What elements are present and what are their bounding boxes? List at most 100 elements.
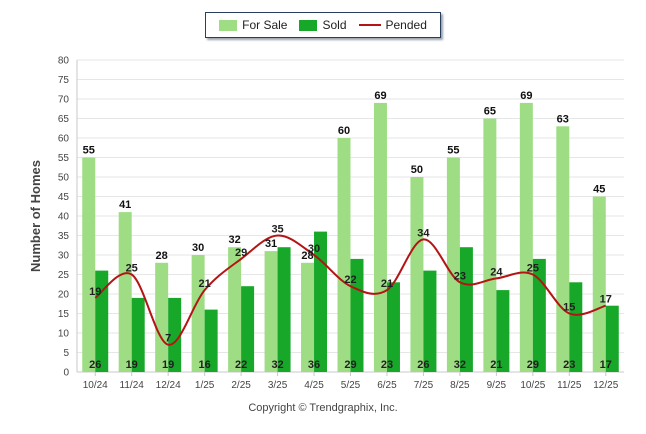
bar-sold: [423, 270, 437, 372]
sold-value-label: 32: [271, 359, 283, 371]
y-tick-label: 75: [58, 75, 70, 86]
y-tick-label: 35: [58, 231, 70, 242]
x-tick-label: 7/25: [414, 380, 434, 391]
y-tick-label: 50: [58, 173, 70, 184]
x-tick-label: 2/25: [231, 380, 251, 391]
chart-legend: For Sale Sold Pended: [205, 12, 441, 38]
for-sale-value-label: 50: [411, 164, 423, 176]
bar-sold: [569, 282, 583, 372]
legend-item-pended[interactable]: Pended: [358, 18, 427, 32]
bar-for-sale: [519, 102, 533, 373]
sold-swatch: [299, 19, 318, 31]
for-sale-value-label: 60: [338, 125, 350, 137]
x-tick-label: 12/24: [156, 380, 181, 391]
y-tick-label: 20: [58, 290, 70, 301]
y-tick-label: 0: [63, 368, 69, 379]
bar-sold: [277, 247, 291, 372]
for-sale-value-label: 45: [593, 184, 605, 196]
y-tick-label: 40: [58, 212, 70, 223]
sold-value-label: 16: [199, 359, 211, 371]
y-tick-label: 45: [58, 192, 70, 203]
bar-sold: [314, 231, 328, 372]
bar-for-sale: [191, 255, 205, 372]
pended-value-label: 35: [271, 224, 283, 236]
legend-item-for-sale[interactable]: For Sale: [219, 18, 287, 32]
sold-value-label: 17: [600, 359, 612, 371]
for-sale-value-label: 31: [265, 238, 277, 250]
y-axis-title: Number of Homes: [28, 160, 43, 272]
for-sale-value-label: 69: [374, 90, 386, 102]
for-sale-value-label: 55: [83, 145, 95, 157]
bar-for-sale: [556, 126, 570, 372]
x-tick-label: 10/24: [83, 380, 108, 391]
legend-item-sold[interactable]: Sold: [299, 18, 347, 32]
sold-value-label: 19: [162, 359, 174, 371]
pended-value-label: 30: [308, 243, 320, 255]
pended-value-label: 22: [344, 274, 356, 286]
x-tick-label: 8/25: [450, 380, 470, 391]
bar-for-sale: [592, 196, 606, 372]
for-sale-value-label: 63: [557, 113, 569, 125]
bar-for-sale: [446, 157, 460, 372]
bar-sold: [204, 309, 218, 372]
y-tick-label: 70: [58, 95, 70, 106]
pended-value-label: 7: [165, 333, 171, 345]
sold-value-label: 29: [344, 359, 356, 371]
bar-sold: [532, 258, 546, 372]
y-tick-label: 10: [58, 329, 70, 340]
bar-sold: [496, 290, 510, 372]
x-tick-label: 9/25: [487, 380, 507, 391]
y-tick-label: 5: [63, 348, 69, 359]
for-sale-value-label: 65: [484, 106, 496, 118]
x-tick-label: 1/25: [195, 380, 215, 391]
pended-value-label: 15: [563, 302, 575, 314]
for-sale-swatch: [219, 19, 238, 31]
x-tick-label: 12/25: [593, 380, 618, 391]
for-sale-value-label: 69: [520, 90, 532, 102]
x-tick-label: 11/24: [120, 380, 145, 391]
for-sale-value-label: 30: [192, 242, 204, 254]
legend-label-for-sale: For Sale: [242, 18, 288, 32]
pended-value-label: 19: [89, 286, 101, 298]
bar-sold: [605, 305, 619, 372]
pended-value-label: 29: [235, 247, 247, 259]
bar-sold: [241, 286, 255, 372]
sold-value-label: 19: [126, 359, 138, 371]
for-sale-value-label: 32: [228, 234, 240, 246]
bar-for-sale: [264, 251, 278, 372]
for-sale-value-label: 28: [301, 250, 313, 262]
y-tick-label: 15: [58, 309, 70, 320]
legend-label-sold: Sold: [322, 18, 347, 32]
bar-sold: [386, 282, 400, 372]
bar-for-sale: [337, 138, 351, 372]
sold-value-label: 26: [417, 359, 429, 371]
x-tick-label: 3/25: [268, 380, 288, 391]
y-tick-label: 80: [58, 56, 70, 67]
sold-value-label: 21: [490, 359, 502, 371]
for-sale-value-label: 41: [119, 199, 131, 211]
legend-label-pended: Pended: [385, 18, 427, 32]
bar-sold: [131, 297, 145, 372]
y-tick-label: 30: [58, 251, 70, 262]
bar-for-sale: [373, 102, 387, 373]
sold-value-label: 32: [454, 359, 466, 371]
x-tick-label: 6/25: [377, 380, 397, 391]
bar-for-sale: [301, 262, 315, 372]
pended-value-label: 21: [199, 278, 211, 290]
copyright-text: Copyright © Trendgraphix, Inc.: [248, 402, 398, 414]
y-tick-label: 65: [58, 114, 70, 125]
for-sale-value-label: 55: [447, 145, 459, 157]
sold-value-label: 26: [89, 359, 101, 371]
y-tick-label: 55: [58, 153, 70, 164]
sold-value-label: 29: [527, 359, 539, 371]
pended-value-label: 25: [126, 263, 138, 275]
sold-value-label: 36: [308, 359, 320, 371]
bar-for-sale: [82, 157, 96, 372]
sold-value-label: 23: [381, 359, 393, 371]
x-tick-label: 4/25: [304, 380, 324, 391]
pended-value-label: 24: [490, 266, 503, 278]
bar-sold: [459, 247, 473, 372]
y-tick-label: 60: [58, 134, 70, 145]
